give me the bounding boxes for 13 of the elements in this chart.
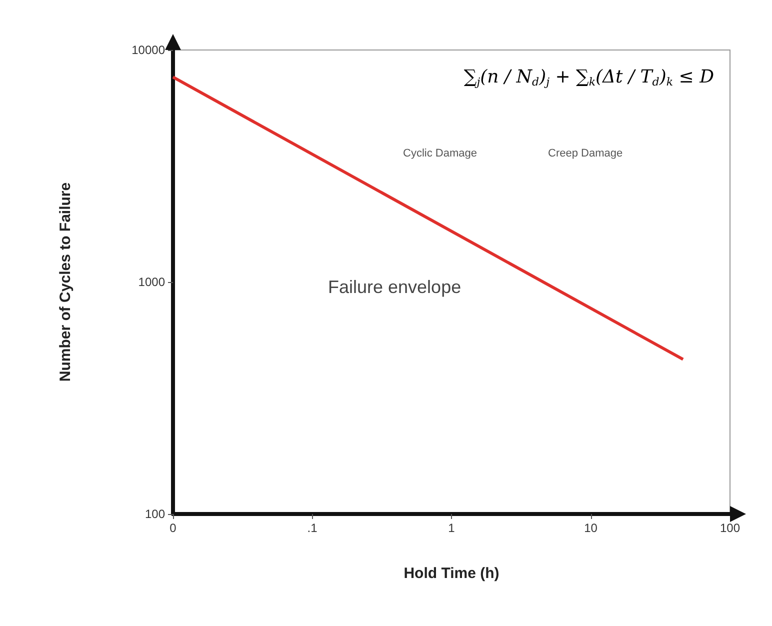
x-tick-label: 10: [584, 521, 598, 535]
x-tick-label: 0: [170, 521, 177, 535]
annotation: Cyclic Damage: [403, 148, 477, 160]
x-tick-label: 1: [448, 521, 456, 535]
x-tick-label: 100: [720, 521, 740, 535]
x-tick-label: .1: [307, 521, 318, 535]
y-axis-title: Number of Cycles to Failure: [57, 182, 74, 382]
y-tick-label: 1000: [138, 275, 166, 289]
x-axis-title: Hold Time (h): [404, 565, 500, 582]
annotation: Failure envelope: [328, 277, 462, 297]
y-tick-label: 10000: [132, 43, 166, 57]
y-tick-label: 100: [144, 507, 166, 521]
annotation: Creep Damage: [548, 148, 623, 160]
